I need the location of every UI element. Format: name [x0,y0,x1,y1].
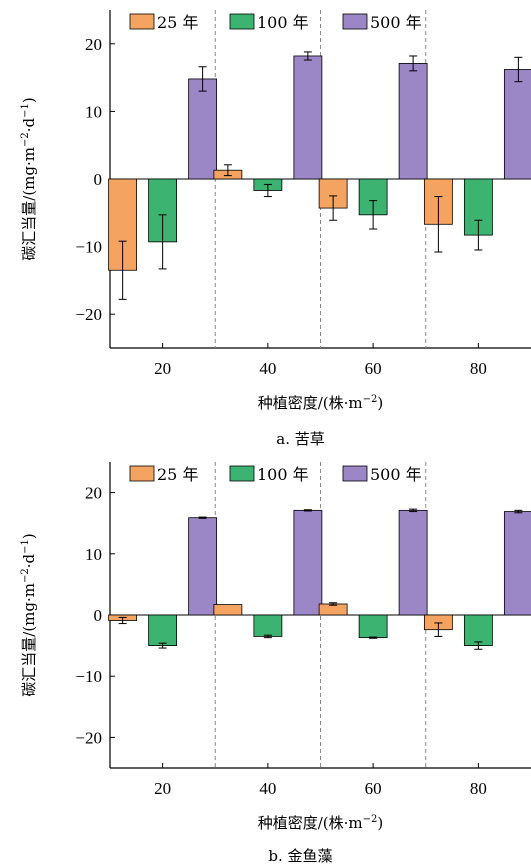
x-axis-title-main: 种植密度/(株·m [258,394,363,412]
legend-swatch-s500 [342,13,368,30]
x-tick-label: 40 [259,359,276,378]
y-axis-title-end: ) [20,97,38,103]
x-axis-title-sup: −2 [363,394,378,405]
chart-panel-b: −20 −10 0 10 20 20 40 60 80 25 年 100 年 500 年种植密度/(株… [20,462,531,865]
y-tick-label: −10 [75,238,102,257]
legend-swatch-s100 [229,13,255,30]
bar-s500-20 [188,78,218,180]
y-axis-title-main: 碳汇当量/(mg·m [20,583,38,697]
panel-caption: a. 苦草 [276,430,324,448]
y-tick-label: −20 [75,305,102,324]
y-axis-title-end: ) [20,533,38,539]
x-axis-title: 种植密度/(株·m−2) [258,814,384,832]
legend-label-s25: 25 年 [157,465,198,484]
x-axis-title-end: ) [377,814,383,832]
bar-s500-40 [293,509,323,616]
legend-label-s500: 500 年 [370,465,422,484]
legend-label-s25: 25 年 [157,13,198,32]
x-tick-label: 80 [470,359,487,378]
bar-s500-40 [293,55,323,180]
legend-label-s500: 500 年 [370,13,422,32]
legend-swatch-s25 [129,465,155,482]
bar-s100-60 [358,614,388,639]
y-tick-label: 10 [85,102,102,121]
y-tick-label: 0 [94,606,103,625]
bar-s500-80 [503,511,531,616]
legend-label-s100: 100 年 [257,465,309,484]
x-axis-title: 种植密度/(株·m−2) [258,394,384,412]
legend-swatch-s25 [129,13,155,30]
legend-swatch-s100 [229,465,255,482]
y-tick-label: −10 [75,667,102,686]
y-tick-label: 0 [94,170,103,189]
x-axis-title-sup: −2 [363,814,378,825]
x-tick-label: 20 [154,359,171,378]
x-tick-label: 60 [365,359,382,378]
x-tick-label: 80 [470,779,487,798]
y-axis-title-mid: ·d [20,117,38,132]
x-tick-label: 60 [365,779,382,798]
y-axis-title: 碳汇当量/(mg·m−2·d−1) [20,97,38,260]
y-axis-title-sup2: −1 [20,103,31,118]
x-tick-label: 20 [154,779,171,798]
legend-swatch-s500 [342,465,368,482]
bar-s100-40 [253,614,283,637]
y-axis-title-main: 碳汇当量/(mg·m [20,147,38,261]
bar-s500-80 [503,69,531,180]
y-axis-title: 碳汇当量/(mg·m−2·d−1) [20,533,38,696]
y-axis-title-sup1: −2 [20,132,31,147]
bar-s100-20 [148,614,178,647]
y-tick-label: 10 [85,545,102,564]
bar-s25-40 [213,604,243,616]
bar-s500-20 [188,517,218,616]
bar-s500-60 [398,509,428,616]
x-axis-title-main: 种植密度/(株·m [258,814,363,832]
y-tick-label: 20 [85,484,102,503]
bar-s500-60 [398,63,428,180]
y-axis-title-sup2: −1 [20,539,31,554]
chart-panel-a: −20 −10 0 10 20 20 40 60 80 25 年 100 年 500 年种植密度/(株… [20,10,531,448]
y-axis-title-mid: ·d [20,553,38,568]
y-axis-title-sup1: −2 [20,568,31,583]
panel-caption: b. 金鱼藻 [268,847,332,865]
y-tick-label: −20 [75,728,102,747]
x-tick-label: 40 [259,779,276,798]
y-tick-label: 20 [85,35,102,54]
x-axis-title-end: ) [377,394,383,412]
legend-label-s100: 100 年 [257,13,309,32]
bar-s100-80 [463,614,493,647]
